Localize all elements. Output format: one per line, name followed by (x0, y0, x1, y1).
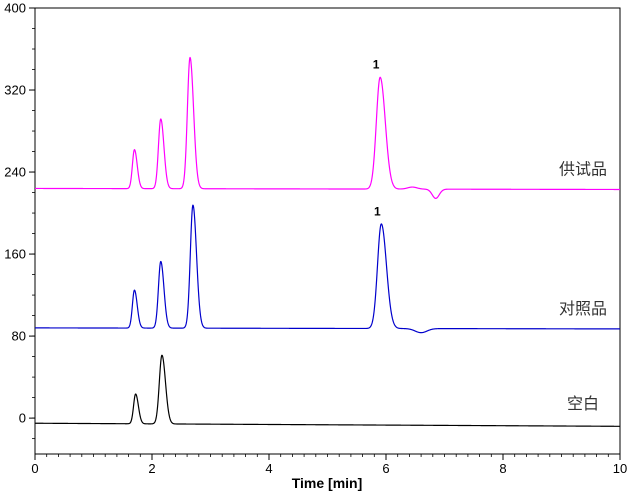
series-line (34, 354, 621, 427)
series-name-label: 供试品 (559, 159, 607, 178)
series-group: 11 (34, 56, 621, 427)
series-line (34, 204, 621, 334)
x-tick-label: 2 (148, 461, 155, 476)
y-tick-label: 400 (4, 1, 26, 16)
series-name-label: 空白 (567, 394, 599, 413)
y-tick-label: 160 (4, 247, 26, 262)
axes (34, 7, 621, 455)
x-tick-label: 4 (265, 461, 272, 476)
x-tick-label: 10 (613, 461, 627, 476)
x-tick-label: 8 (499, 461, 506, 476)
series-line (34, 56, 621, 199)
series-name-label: 对照品 (559, 299, 607, 318)
tick-group: 0 2 4 6 8 10 0 80 160 240 320 400 (4, 1, 627, 477)
y-tick-label: 240 (4, 165, 26, 180)
x-tick-label: 6 (382, 461, 389, 476)
x-tick-label: 0 (31, 461, 38, 476)
plot-frame (34, 7, 621, 455)
y-tick-label: 0 (19, 411, 26, 426)
y-tick-label: 80 (12, 329, 26, 344)
y-tick-label: 320 (4, 83, 26, 98)
x-axis-title: Time [min] (292, 475, 363, 491)
peak-label: 1 (374, 204, 381, 218)
peak-label: 1 (373, 58, 380, 72)
